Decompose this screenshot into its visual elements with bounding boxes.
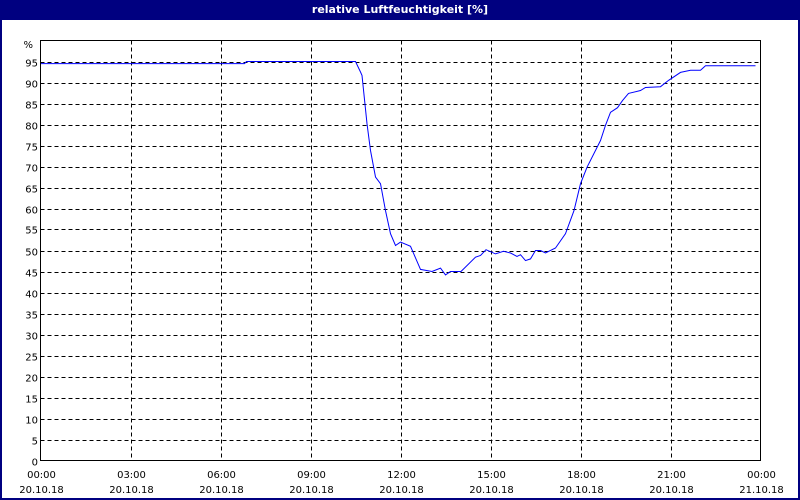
- y-tick-label: 35: [25, 311, 38, 322]
- y-tick-label: 15: [25, 395, 38, 406]
- window-title: relative Luftfeuchtigkeit [%]: [311, 3, 489, 16]
- x-tick-date: 20.10.18: [109, 485, 154, 496]
- x-tick-date: 20.10.18: [19, 485, 64, 496]
- x-tick-time: 18:00: [567, 470, 596, 481]
- grid: [40, 40, 761, 461]
- y-tick-label: 60: [25, 206, 38, 217]
- y-tick-label: 50: [25, 248, 38, 259]
- x-tick-time: 03:00: [117, 470, 146, 481]
- y-tick-label: 75: [25, 143, 38, 154]
- y-tick-label: 20: [25, 374, 38, 385]
- y-tick-label: 65: [25, 185, 38, 196]
- x-tick-date: 20.10.18: [379, 485, 424, 496]
- x-tick-date: 21.10.18: [739, 485, 784, 496]
- y-tick-label: 30: [25, 332, 38, 343]
- y-tick-labels: 0 5 10 15 20 25 30 35 40 45 50 55 60 65 70 75 80 85 90 95: [25, 59, 38, 469]
- x-tick-time: 00:00: [27, 470, 56, 481]
- y-tick-label: 70: [25, 164, 38, 175]
- x-tick-time: 00:00: [747, 470, 776, 481]
- y-tick-label: 0: [32, 458, 38, 469]
- x-tick-date: 20.10.18: [469, 485, 514, 496]
- plot-border: [40, 40, 761, 461]
- x-tick-date: 20.10.18: [199, 485, 244, 496]
- y-tick-label: 40: [25, 290, 38, 301]
- y-tick-label: 55: [25, 226, 38, 237]
- x-tick-date: 20.10.18: [559, 485, 604, 496]
- y-tick-label: 80: [25, 122, 38, 133]
- x-tick-time: 09:00: [297, 470, 326, 481]
- y-tick-label: 45: [25, 269, 38, 280]
- y-tick-label: 85: [25, 101, 38, 112]
- series-line-humidity: [40, 61, 756, 276]
- y-tick-label: 90: [25, 80, 38, 91]
- y-axis-unit-label: %: [23, 40, 33, 51]
- x-tick-time: 15:00: [477, 470, 506, 481]
- x-tick-date: 20.10.18: [649, 485, 694, 496]
- y-tick-label: 25: [25, 353, 38, 364]
- y-tick-label: 10: [25, 416, 38, 427]
- y-tick-label: 95: [25, 59, 38, 70]
- x-tick-labels: 00:00 20.10.18 03:00 20.10.18 06:00 20.10.18 0…: [19, 470, 784, 496]
- x-tick-time: 21:00: [657, 470, 686, 481]
- x-tick-time: 12:00: [387, 470, 416, 481]
- chart-panel: [2, 20, 798, 498]
- x-tick-date: 20.10.18: [289, 485, 334, 496]
- y-tick-label: 5: [32, 437, 38, 448]
- x-tick-time: 06:00: [207, 470, 236, 481]
